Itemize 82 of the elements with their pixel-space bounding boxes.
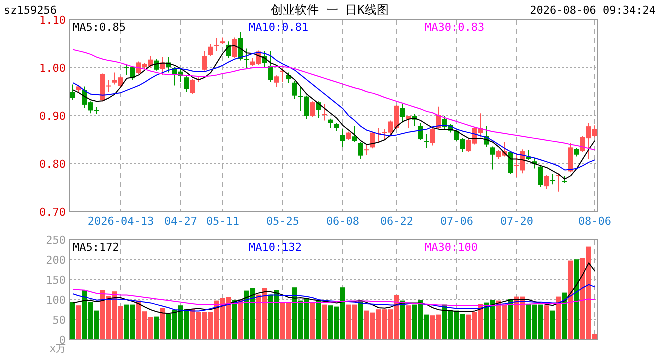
y-tick-label: 1.00 xyxy=(40,62,66,75)
series-label: MA10:0.81 xyxy=(249,21,309,34)
x-tick-label: 04-27 xyxy=(164,215,198,228)
bar xyxy=(508,299,514,340)
text: MA30:100 xyxy=(425,241,478,254)
x-tick-label: 06-22 xyxy=(380,215,414,228)
bar xyxy=(406,306,412,340)
text: MA10:132 xyxy=(249,241,302,254)
candlestick xyxy=(292,80,298,100)
x-tick-label: 05-25 xyxy=(266,215,300,228)
x-tick-label: 2026-04-13 xyxy=(88,215,154,228)
candlestick xyxy=(430,128,436,146)
candlestick xyxy=(340,128,346,148)
text: sz159256 xyxy=(4,4,57,17)
candlestick xyxy=(568,142,574,174)
candlestick xyxy=(190,78,196,95)
y-tick-label: 0.70 xyxy=(40,206,66,219)
bar xyxy=(316,300,322,340)
y-tick-label: 200 xyxy=(46,254,66,267)
x-tick-label: 07-06 xyxy=(440,215,474,228)
y-tick-label: 100 xyxy=(46,294,66,307)
candlestick xyxy=(364,144,370,156)
line-series xyxy=(72,290,596,306)
candlestick xyxy=(268,50,274,83)
candlestick xyxy=(418,122,424,141)
candlestick xyxy=(214,38,220,52)
bar xyxy=(568,260,574,340)
chart-title: 创业软件 一 日K线图 xyxy=(271,3,389,17)
bar xyxy=(556,296,562,340)
text: x万 xyxy=(50,344,66,355)
candlestick xyxy=(358,142,364,160)
candlestick xyxy=(184,76,190,92)
y-tick-label: 0.80 xyxy=(40,158,66,171)
y-tick-label: 0.90 xyxy=(40,110,66,123)
x-tick-label: 05-11 xyxy=(206,215,240,228)
y-tick-label: 1.10 xyxy=(40,14,66,27)
candlestick xyxy=(286,72,292,84)
bar xyxy=(76,306,82,340)
line-series xyxy=(72,49,596,151)
text: 2026-08-06 09:34:24 xyxy=(530,4,656,17)
candlestick xyxy=(424,134,430,149)
candlestick xyxy=(352,126,358,143)
candlestick xyxy=(70,84,76,101)
bar xyxy=(550,310,556,340)
bar xyxy=(400,300,406,340)
text: MA30:0.83 xyxy=(425,21,485,34)
candlestick xyxy=(310,101,316,118)
line-series xyxy=(72,284,596,312)
candlestick xyxy=(244,48,250,70)
candlestick xyxy=(550,174,556,186)
bar xyxy=(160,308,166,340)
bar xyxy=(310,303,316,340)
bar xyxy=(562,292,568,340)
text: MA5:172 xyxy=(73,241,120,254)
candlestick xyxy=(274,75,280,88)
bar xyxy=(238,300,244,340)
candlestick xyxy=(400,104,406,124)
candlestick xyxy=(208,44,214,56)
x-tick-label: 08-06 xyxy=(578,215,612,228)
candlestick xyxy=(538,165,544,188)
x-tick-label: 07-20 xyxy=(500,215,534,228)
bar xyxy=(544,306,550,340)
bar xyxy=(322,304,328,340)
bar xyxy=(358,300,364,340)
candlestick xyxy=(232,37,238,59)
bar xyxy=(574,260,580,340)
candlestick xyxy=(490,146,496,170)
candlestick xyxy=(202,50,208,72)
y-tick-label: 150 xyxy=(46,274,66,287)
candlestick xyxy=(160,56,166,76)
bar xyxy=(154,316,160,340)
x-tick-label: 06-08 xyxy=(326,215,360,228)
bar xyxy=(70,302,76,340)
y-tick-label: 50 xyxy=(52,314,66,327)
line-series xyxy=(72,262,596,314)
text: MA5:0.85 xyxy=(73,21,126,34)
y-tick-label: 250 xyxy=(46,234,66,247)
candlestick xyxy=(328,118,334,128)
candlestick xyxy=(322,104,328,122)
candlestick xyxy=(544,174,550,190)
bar xyxy=(232,300,238,340)
candlestick xyxy=(238,32,244,62)
